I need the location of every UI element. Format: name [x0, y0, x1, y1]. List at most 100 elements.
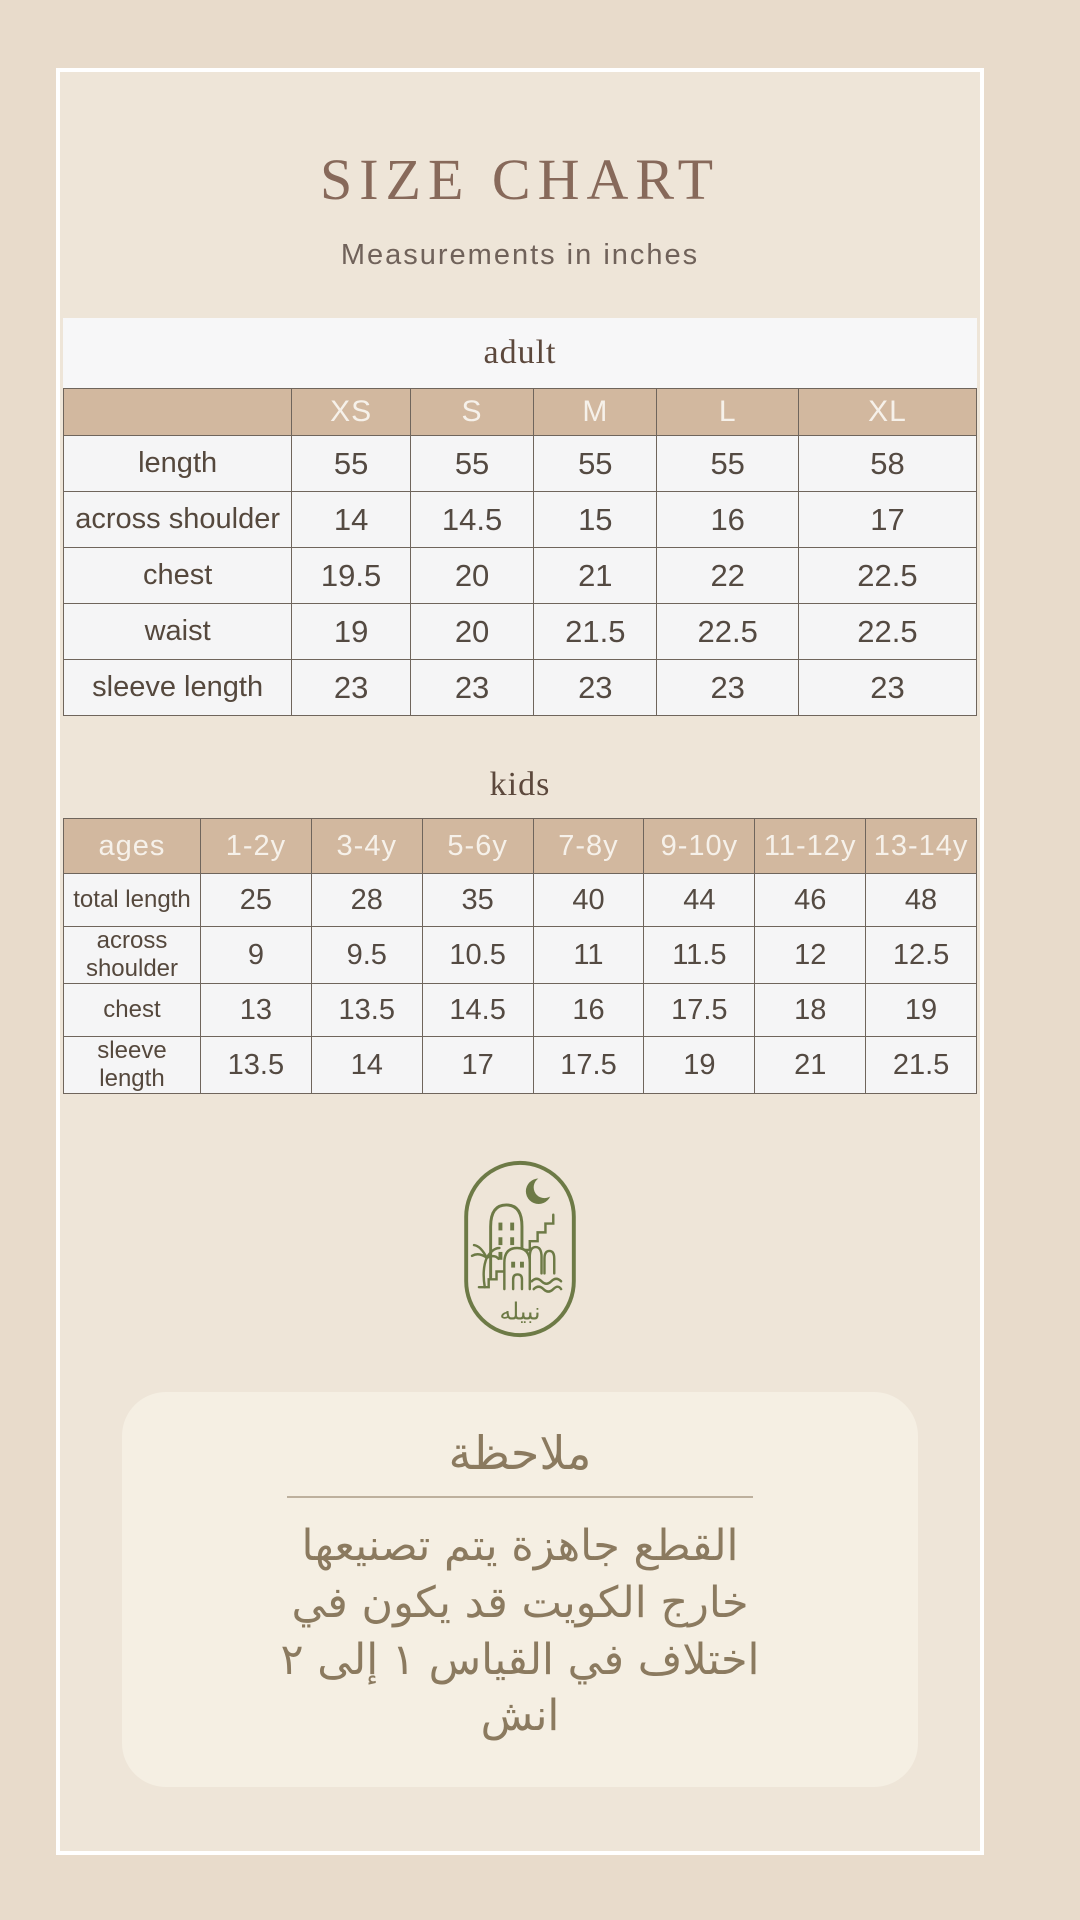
row-label: sleeve length	[63, 1036, 201, 1094]
size-value-cell: 20	[409, 547, 535, 604]
size-value-cell: 21	[533, 547, 658, 604]
size-value-cell: 11	[532, 926, 645, 984]
size-value-cell: 23	[409, 659, 535, 716]
brand-logo-icon: نبيله	[464, 1160, 576, 1338]
size-value-cell: 9.5	[310, 926, 423, 984]
size-value-cell: 23	[656, 659, 799, 716]
kids-section-label: kids	[489, 766, 551, 803]
size-value-cell: 23	[797, 659, 978, 716]
table-row: across shoulder 14 14.5 15 16 17	[62, 491, 978, 548]
size-value-cell: 14	[291, 491, 411, 548]
size-value-cell: 22	[656, 547, 799, 604]
size-value-cell: 11.5	[643, 926, 756, 984]
adult-header-row: XS S M L XL	[62, 388, 978, 436]
row-label: across shoulder	[63, 926, 201, 984]
size-value-cell: 15	[533, 491, 658, 548]
size-value-cell: 40	[532, 873, 645, 927]
note-line: اختلاف في القياس ١ إلى ٢	[280, 1634, 760, 1685]
size-value-cell: 17.5	[643, 983, 756, 1037]
age-column-header: 11-12y	[754, 818, 867, 874]
note-line: خارج الكويت قد يكون في	[291, 1577, 749, 1628]
size-value-cell: 21	[754, 1036, 867, 1094]
table-row: sleeve length 23 23 23 23 23	[62, 659, 978, 716]
page-subtitle: Measurements in inches	[340, 239, 700, 271]
age-column-header: 13-14y	[865, 818, 977, 874]
age-column-header: 9-10y	[643, 818, 756, 874]
size-value-cell: 58	[797, 435, 978, 492]
note-line: القطع جاهزة يتم تصنيعها	[301, 1521, 739, 1571]
age-column-header: 1-2y	[199, 818, 312, 874]
ages-header-cell: ages	[63, 818, 201, 874]
size-value-cell: 10.5	[421, 926, 534, 984]
table-row: length 55 55 55 55 58	[62, 435, 978, 492]
adult-section: adult XS S M L XL length 55	[62, 318, 978, 716]
size-value-cell: 13	[199, 983, 312, 1037]
size-value-cell: 19.5	[291, 547, 411, 604]
size-value-cell: 28	[310, 873, 423, 927]
size-value-cell: 17	[797, 491, 978, 548]
size-value-cell: 25	[199, 873, 312, 927]
note-title: ملاحظة	[448, 1426, 592, 1480]
size-value-cell: 20	[409, 603, 535, 660]
size-value-cell: 22.5	[797, 603, 978, 660]
page-title: SIZE CHART	[319, 147, 721, 212]
row-label: across shoulder	[62, 491, 293, 548]
adult-corner-cell	[62, 388, 293, 436]
brand-name-arabic: نبيله	[499, 1297, 540, 1325]
size-value-cell: 23	[533, 659, 658, 716]
table-row: chest 13 13.5 14.5 16 17.5 18 19	[63, 983, 977, 1037]
table-row: chest 19.5 20 21 22 22.5	[62, 547, 978, 604]
age-column-header: 3-4y	[310, 818, 423, 874]
size-value-cell: 44	[643, 873, 756, 927]
row-label: chest	[62, 547, 293, 604]
size-column-header: S	[409, 388, 535, 436]
size-value-cell: 46	[754, 873, 867, 927]
table-row: across shoulder 9 9.5 10.5 11 11.5 12 12…	[63, 926, 977, 984]
size-column-header: L	[656, 388, 799, 436]
row-label: chest	[63, 983, 201, 1037]
row-label: total length	[63, 873, 201, 927]
size-value-cell: 19	[643, 1036, 756, 1094]
kids-header-row: ages 1-2y 3-4y 5-6y 7-8y 9-10y 11-12y 13…	[63, 818, 977, 874]
table-row: waist 19 20 21.5 22.5 22.5	[62, 603, 978, 660]
age-column-header: 7-8y	[532, 818, 645, 874]
size-value-cell: 14	[310, 1036, 423, 1094]
kids-size-table: ages 1-2y 3-4y 5-6y 7-8y 9-10y 11-12y 13…	[63, 818, 977, 1094]
note-box: ملاحظة القطع جاهزة يتم تصنيعها خارج الكو…	[122, 1392, 918, 1787]
note-line: انش	[480, 1691, 560, 1742]
brand-logo: نبيله	[60, 1158, 980, 1340]
size-value-cell: 55	[656, 435, 799, 492]
size-value-cell: 16	[656, 491, 799, 548]
size-value-cell: 48	[865, 873, 977, 927]
size-value-cell: 17	[421, 1036, 534, 1094]
size-value-cell: 19	[865, 983, 977, 1037]
size-value-cell: 55	[409, 435, 535, 492]
size-value-cell: 12	[754, 926, 867, 984]
kids-section: ages 1-2y 3-4y 5-6y 7-8y 9-10y 11-12y 13…	[63, 818, 977, 1094]
row-label: sleeve length	[62, 659, 293, 716]
size-value-cell: 13.5	[310, 983, 423, 1037]
size-value-cell: 35	[421, 873, 534, 927]
adult-size-table: XS S M L XL length 55 55 55 55 58 across	[62, 388, 978, 716]
size-value-cell: 23	[291, 659, 411, 716]
size-value-cell: 14.5	[421, 983, 534, 1037]
size-value-cell: 18	[754, 983, 867, 1037]
row-label: length	[62, 435, 293, 492]
size-value-cell: 19	[291, 603, 411, 660]
table-row: total length 25 28 35 40 44 46 48	[63, 873, 977, 927]
size-value-cell: 21.5	[865, 1036, 977, 1094]
note-body: القطع جاهزة يتم تصنيعها خارج الكويت قد ي…	[162, 1518, 878, 1745]
size-value-cell: 22.5	[797, 547, 978, 604]
size-value-cell: 13.5	[199, 1036, 312, 1094]
size-value-cell: 16	[532, 983, 645, 1037]
adult-section-label: adult	[63, 318, 977, 388]
age-column-header: 5-6y	[421, 818, 534, 874]
crescent-moon-icon	[525, 1176, 556, 1204]
note-divider	[287, 1496, 753, 1498]
size-column-header: XS	[291, 388, 411, 436]
size-value-cell: 55	[291, 435, 411, 492]
size-value-cell: 12.5	[865, 926, 977, 984]
table-row: sleeve length 13.5 14 17 17.5 19 21 21.5	[63, 1036, 977, 1094]
size-value-cell: 21.5	[533, 603, 658, 660]
size-value-cell: 14.5	[409, 491, 535, 548]
